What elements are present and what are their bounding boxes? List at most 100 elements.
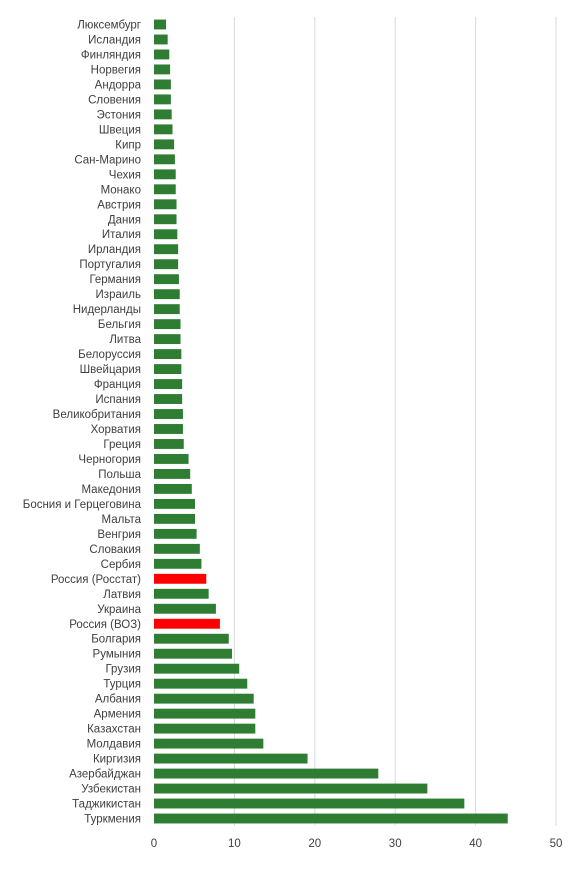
bar <box>154 259 179 270</box>
category-label: Финляндия <box>81 49 141 61</box>
category-label: Грузия <box>105 664 141 676</box>
bar <box>154 558 202 569</box>
category-label: Португалия <box>79 259 141 271</box>
bar <box>154 738 264 749</box>
category-label: Кипр <box>115 139 141 151</box>
category-label: Швейцария <box>80 364 141 376</box>
bar <box>154 513 196 524</box>
bar <box>154 753 308 764</box>
category-label: Эстония <box>96 109 141 121</box>
category-label: Литва <box>109 334 141 346</box>
bar <box>154 19 167 30</box>
x-tick-label: 40 <box>469 838 482 850</box>
category-label: Германия <box>89 274 141 286</box>
bar <box>154 274 179 285</box>
category-label: Франция <box>94 379 141 391</box>
category-label: Чехия <box>109 169 141 181</box>
bar <box>154 543 200 554</box>
category-label: Таджикистан <box>72 799 141 811</box>
bar <box>154 768 379 779</box>
bar <box>154 94 171 105</box>
category-label: Румыния <box>93 649 141 661</box>
category-label: Россия (ВОЗ) <box>69 619 141 631</box>
category-label: Латвия <box>103 589 141 601</box>
bar <box>154 379 183 389</box>
category-label: Нидерланды <box>73 304 141 316</box>
bar <box>154 723 256 734</box>
bar <box>154 708 256 719</box>
category-label: Черногория <box>78 454 141 466</box>
bar-highlighted <box>154 618 220 629</box>
category-label: Монако <box>101 184 141 196</box>
x-axis-tick-labels: 0 10 20 30 40 50 <box>151 838 563 850</box>
bar <box>154 334 181 345</box>
bar <box>154 798 465 809</box>
category-label: Мальта <box>102 514 142 526</box>
x-tick-label: 30 <box>389 838 402 850</box>
bar-highlighted <box>154 573 207 584</box>
category-label: Украина <box>97 604 141 616</box>
bar <box>154 588 209 599</box>
category-label: Белоруссия <box>78 349 141 361</box>
category-label: Италия <box>102 229 141 241</box>
category-label: Узбекистан <box>81 784 141 796</box>
bar <box>154 813 508 824</box>
bar <box>154 468 191 479</box>
category-label: Андорра <box>95 79 142 91</box>
category-label: Сан-Марино <box>74 154 141 166</box>
bar <box>154 424 183 434</box>
bar <box>154 663 240 674</box>
category-label: Австрия <box>97 199 141 211</box>
category-label: Киргизия <box>93 754 141 766</box>
x-tick-label: 0 <box>151 838 157 850</box>
bar <box>154 528 197 539</box>
category-label: Словения <box>88 94 141 106</box>
category-label: Греция <box>103 439 141 451</box>
category-label: Норвегия <box>91 64 141 76</box>
category-label: Польша <box>98 469 141 481</box>
x-tick-label: 50 <box>550 838 563 850</box>
bar <box>154 109 172 120</box>
bar <box>154 49 170 60</box>
bar <box>154 229 178 240</box>
bar <box>154 214 177 225</box>
bar <box>154 244 179 255</box>
bar <box>154 154 175 165</box>
bar <box>154 693 254 704</box>
category-label: Туркмения <box>84 814 141 826</box>
bar <box>154 409 183 419</box>
category-labels: Люксембург Исландия Финляндия Норвегия Андор… <box>23 19 142 825</box>
category-label: Казахстан <box>87 724 141 736</box>
bar <box>154 289 180 300</box>
bar <box>154 454 189 464</box>
gridlines <box>233 17 557 826</box>
category-label: Дания <box>108 214 141 226</box>
category-label: Венгрия <box>97 529 141 541</box>
bar <box>154 124 173 135</box>
bar <box>154 678 248 689</box>
bar <box>154 498 196 509</box>
category-label: Россия (Росстат) <box>51 574 141 586</box>
category-label: Люксембург <box>77 19 141 31</box>
bar <box>154 603 216 614</box>
x-tick-label: 20 <box>308 838 321 850</box>
category-label: Словакия <box>89 544 141 556</box>
category-label: Великобритания <box>53 409 141 421</box>
category-label: Болгария <box>91 634 141 646</box>
category-label: Испания <box>95 394 141 406</box>
bar <box>154 783 428 794</box>
bar <box>154 139 175 150</box>
category-label: Турция <box>103 679 141 691</box>
bars <box>154 19 508 824</box>
bar <box>154 34 168 45</box>
bar <box>154 64 171 75</box>
bar <box>154 394 183 404</box>
category-label: Исландия <box>88 34 141 46</box>
category-label: Молдавия <box>87 739 141 751</box>
bar <box>154 364 182 375</box>
category-label: Израиль <box>96 289 141 301</box>
bar <box>154 633 229 644</box>
category-label: Азербайджан <box>69 769 141 781</box>
category-label: Босния и Герцеговина <box>23 499 142 511</box>
